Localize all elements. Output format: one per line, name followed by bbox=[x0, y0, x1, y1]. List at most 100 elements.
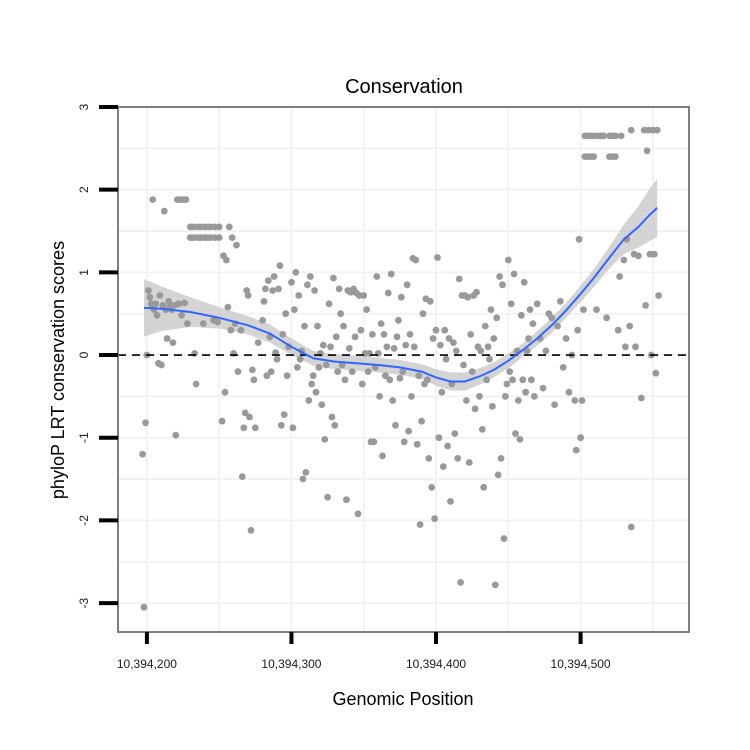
y-tick-label: -2 bbox=[77, 515, 91, 526]
data-point bbox=[358, 380, 366, 388]
data-point bbox=[156, 292, 164, 299]
data-point bbox=[387, 270, 395, 278]
x-axis-title: Genomic Position bbox=[332, 689, 473, 709]
data-points bbox=[139, 126, 662, 611]
smooth-trend-line bbox=[143, 207, 658, 383]
data-point bbox=[655, 292, 662, 299]
data-point bbox=[480, 483, 488, 491]
data-point bbox=[328, 413, 336, 421]
data-point bbox=[324, 493, 331, 501]
data-point bbox=[379, 452, 386, 460]
data-point bbox=[218, 417, 226, 425]
data-point bbox=[384, 289, 392, 297]
x-tick-label: 10,394,400 bbox=[406, 657, 466, 671]
data-point bbox=[390, 345, 398, 352]
data-point bbox=[419, 310, 427, 318]
data-point bbox=[556, 297, 564, 305]
data-point bbox=[382, 372, 389, 380]
y-tick-label: 2 bbox=[77, 186, 91, 193]
data-point bbox=[240, 424, 248, 432]
data-point bbox=[237, 326, 245, 334]
data-point bbox=[145, 287, 152, 294]
data-point bbox=[228, 234, 236, 242]
data-point bbox=[510, 270, 518, 278]
data-point bbox=[224, 303, 232, 311]
data-point bbox=[522, 388, 530, 396]
data-point bbox=[439, 463, 447, 470]
data-point bbox=[562, 335, 570, 342]
data-point bbox=[617, 132, 625, 140]
data-point bbox=[627, 523, 635, 531]
data-point bbox=[454, 455, 462, 462]
data-point bbox=[309, 372, 317, 380]
data-point bbox=[175, 300, 183, 308]
data-point bbox=[512, 430, 519, 437]
data-point bbox=[146, 293, 154, 301]
y-tick-label: -1 bbox=[77, 432, 91, 443]
y-axis-title: phyloP LRT conservation scores bbox=[48, 241, 68, 499]
data-point bbox=[295, 292, 303, 299]
data-point bbox=[315, 364, 323, 371]
data-point bbox=[516, 436, 524, 443]
data-point bbox=[434, 254, 441, 261]
data-point bbox=[578, 397, 586, 404]
data-point bbox=[340, 322, 347, 330]
data-point bbox=[254, 339, 262, 346]
data-point bbox=[497, 455, 505, 462]
data-point bbox=[520, 278, 528, 286]
data-point bbox=[444, 442, 451, 450]
data-point bbox=[483, 376, 490, 384]
data-point bbox=[215, 234, 223, 242]
data-point bbox=[477, 347, 485, 355]
data-point bbox=[406, 331, 414, 338]
data-point bbox=[413, 440, 421, 448]
data-point bbox=[468, 368, 476, 375]
data-point bbox=[403, 281, 411, 289]
y-tick-label: 1 bbox=[77, 269, 91, 276]
data-point bbox=[293, 364, 301, 371]
data-point bbox=[227, 326, 235, 334]
data-point bbox=[244, 292, 252, 299]
data-point bbox=[169, 339, 177, 346]
data-point bbox=[397, 293, 405, 301]
data-point bbox=[348, 368, 356, 375]
data-point bbox=[491, 581, 499, 589]
data-point bbox=[620, 256, 628, 264]
data-point bbox=[643, 147, 651, 155]
data-point bbox=[572, 446, 580, 454]
y-tick-label: 3 bbox=[77, 103, 91, 110]
data-point bbox=[383, 343, 391, 351]
data-point bbox=[642, 302, 649, 309]
data-point bbox=[445, 335, 453, 342]
data-point bbox=[405, 427, 412, 435]
data-point bbox=[500, 535, 508, 542]
data-point bbox=[181, 299, 188, 307]
data-point bbox=[548, 314, 556, 322]
data-point bbox=[267, 368, 275, 375]
data-point bbox=[533, 300, 541, 308]
data-point bbox=[376, 393, 383, 400]
data-point bbox=[292, 269, 300, 276]
data-point bbox=[410, 343, 418, 351]
data-point bbox=[429, 335, 437, 342]
data-point bbox=[215, 223, 223, 231]
data-point bbox=[529, 320, 537, 327]
data-point bbox=[635, 252, 642, 260]
data-point bbox=[551, 401, 558, 408]
data-point bbox=[178, 311, 186, 319]
data-point bbox=[499, 281, 506, 289]
data-point bbox=[322, 361, 330, 369]
data-point bbox=[626, 322, 634, 330]
data-point bbox=[622, 343, 629, 351]
data-point bbox=[426, 297, 434, 305]
data-point bbox=[603, 314, 610, 322]
data-point bbox=[192, 380, 200, 388]
data-point bbox=[296, 355, 304, 363]
data-point bbox=[416, 521, 424, 528]
data-point bbox=[373, 273, 381, 280]
data-point bbox=[199, 320, 207, 327]
data-point bbox=[559, 364, 567, 371]
data-point bbox=[484, 343, 492, 351]
data-point bbox=[471, 405, 479, 413]
